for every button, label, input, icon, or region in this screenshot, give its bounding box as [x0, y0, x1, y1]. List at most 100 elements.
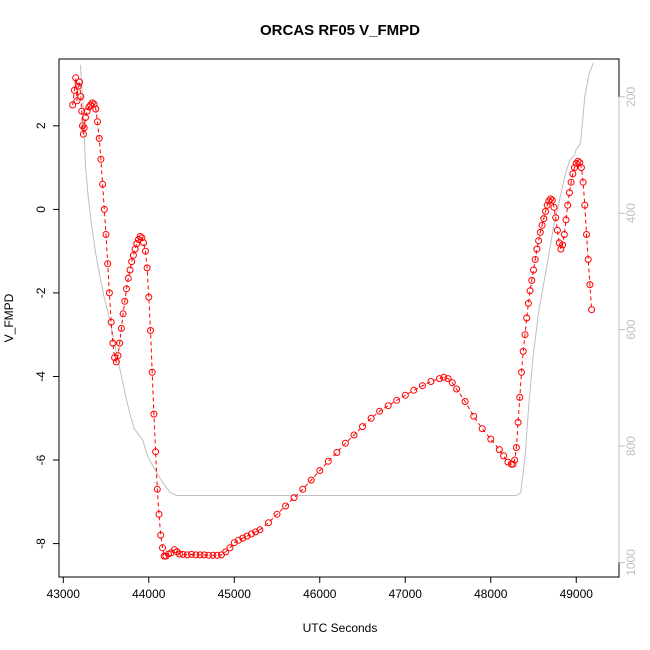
data-point: [536, 228, 544, 236]
data-point: [518, 368, 525, 376]
data-point: [243, 532, 251, 540]
data-point: [350, 431, 358, 439]
data-point: [588, 306, 596, 314]
x-axis: 43000 44000 45000 46000 47000 48000 49000: [47, 577, 593, 601]
data-point: [273, 510, 281, 518]
data-point: [523, 314, 531, 322]
y-axis-label: V_FMPD: [2, 293, 16, 342]
plot-border: [58, 58, 620, 578]
data-point: [239, 534, 247, 542]
data-point: [179, 550, 187, 558]
data-point: [470, 412, 478, 420]
data-point: [196, 551, 204, 559]
data-point: [577, 164, 585, 172]
data-point: [545, 197, 553, 205]
data-point: [478, 425, 486, 433]
x-tick-label: 44000: [132, 587, 166, 601]
data-point: [418, 382, 426, 390]
data-point: [148, 368, 156, 376]
data-point: [112, 358, 120, 366]
data-point: [333, 449, 341, 456]
data-point: [559, 241, 567, 249]
data-point: [133, 240, 141, 248]
data-point: [85, 103, 93, 111]
data-point: [376, 407, 384, 415]
data-point: [247, 530, 255, 538]
data-point: [512, 444, 520, 451]
data-point: [145, 293, 153, 301]
data-point: [453, 385, 461, 393]
data-point: [109, 339, 117, 347]
secondary-y-tick-label: 600: [624, 319, 638, 339]
data-point: [116, 339, 124, 347]
data-point: [487, 435, 495, 443]
data-point: [76, 78, 83, 86]
data-point: [521, 331, 529, 339]
data-point: [461, 398, 469, 405]
data-point: [235, 536, 242, 544]
data-point: [123, 285, 130, 293]
data-point: [138, 234, 146, 242]
data-point: [569, 170, 577, 178]
data-point: [88, 99, 96, 107]
data-point: [324, 457, 332, 465]
data-point: [583, 231, 590, 238]
data-point: [140, 239, 148, 247]
data-point: [79, 122, 86, 130]
data-point: [367, 414, 375, 422]
data-point: [553, 226, 561, 234]
data-point: [157, 531, 165, 539]
data-point: [94, 118, 101, 126]
data-point: [316, 467, 324, 474]
primary-series-connector: [72, 77, 593, 557]
data-point: [99, 180, 107, 188]
x-tick-label: 46000: [303, 587, 337, 601]
data-point: [535, 237, 543, 245]
data-point: [124, 274, 132, 282]
data-point: [516, 393, 524, 401]
data-point: [564, 201, 572, 209]
data-point: [519, 347, 527, 355]
chart-title: ORCAS RF05 V_FMPD: [260, 22, 420, 39]
data-point: [72, 74, 80, 82]
data-point: [384, 402, 392, 410]
data-point: [410, 386, 418, 394]
data-point: [100, 205, 108, 213]
data-point: [83, 107, 91, 115]
y-tick-label: -4: [34, 371, 48, 382]
data-point: [542, 208, 549, 215]
data-point: [80, 124, 88, 132]
data-point: [282, 502, 290, 510]
data-point: [155, 510, 163, 518]
data-point: [87, 101, 95, 109]
data-point: [176, 550, 183, 558]
y-tick-label: 0: [34, 206, 48, 213]
data-point: [111, 354, 119, 362]
data-point: [393, 396, 401, 404]
data-point: [265, 519, 272, 527]
data-point: [579, 178, 587, 186]
secondary-y-tick-label: 400: [624, 203, 638, 223]
data-point: [92, 105, 100, 113]
data-point: [150, 410, 158, 418]
data-point: [359, 423, 366, 431]
data-point: [548, 196, 556, 204]
data-point: [572, 159, 580, 167]
data-point: [70, 86, 78, 94]
data-point: [128, 258, 136, 266]
data-point: [147, 327, 154, 334]
data-point: [192, 551, 200, 559]
data-point: [574, 157, 582, 165]
data-point: [119, 310, 127, 318]
data-point: [567, 178, 575, 186]
y-tick-label: -2: [34, 287, 48, 298]
data-point: [252, 528, 260, 536]
data-point: [77, 93, 85, 101]
data-point: [121, 297, 129, 305]
data-point: [509, 460, 517, 468]
data-point: [552, 214, 560, 222]
data-point: [104, 260, 112, 268]
data-point: [538, 221, 546, 229]
data-point: [495, 446, 503, 454]
